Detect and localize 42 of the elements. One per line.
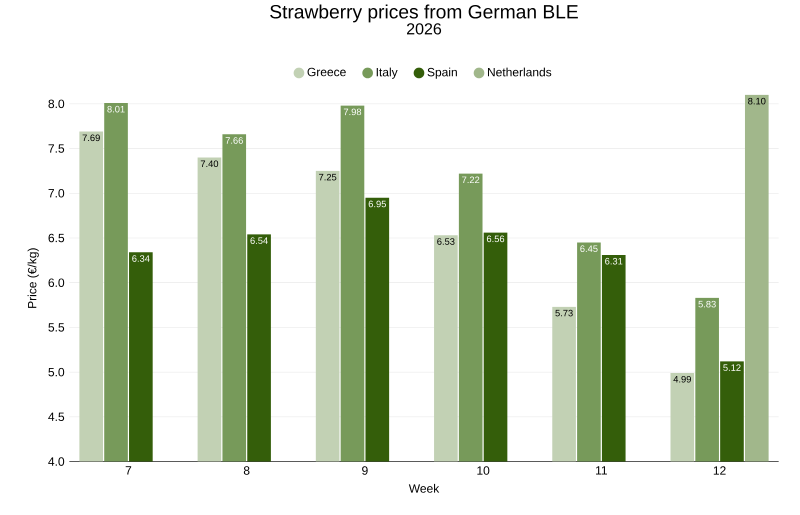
data-label: 5.12 — [723, 364, 741, 371]
data-label: 4.99 — [673, 376, 691, 383]
data-label: 8.01 — [107, 106, 125, 113]
data-label: 6.95 — [368, 200, 386, 208]
x-tick-label: 9 — [362, 466, 368, 475]
legend-label: Greece — [308, 68, 346, 76]
chart-subtitle: 2026 — [406, 23, 442, 35]
legend-label: Spain — [428, 68, 457, 79]
y-tick-label: 6.5 — [48, 234, 64, 242]
data-label: 7.98 — [344, 108, 362, 116]
x-tick-label: 8 — [244, 466, 250, 475]
data-label: 7.66 — [226, 137, 243, 144]
y-tick-label: 5.5 — [48, 323, 64, 332]
legend-label: Netherlands — [488, 68, 552, 76]
data-label: 7.40 — [200, 160, 218, 168]
data-label: 5.73 — [555, 310, 573, 316]
x-tick-label: 12 — [714, 466, 726, 475]
data-label: 6.31 — [605, 258, 622, 265]
data-label: 7.22 — [462, 176, 480, 184]
data-label: 6.56 — [486, 236, 504, 242]
x-tick-label: 7 — [126, 466, 132, 475]
y-axis-title: Price (€/kg) — [28, 248, 39, 308]
x-tick-label: 11 — [596, 466, 607, 475]
x-tick-label: 10 — [477, 466, 490, 475]
data-label: 8.10 — [748, 98, 766, 104]
y-tick-label: 8.0 — [48, 100, 64, 108]
y-tick-label: 7.5 — [48, 144, 64, 153]
y-tick-label: 5.0 — [48, 368, 64, 376]
data-label: 6.54 — [250, 237, 268, 244]
data-label: 6.34 — [132, 255, 150, 262]
x-axis-title: Week — [408, 484, 440, 493]
data-label: 6.53 — [437, 238, 455, 245]
legend-label: Italy — [376, 68, 398, 79]
y-tick-label: 4.0 — [48, 457, 64, 466]
data-label: 7.69 — [82, 134, 100, 142]
data-label: 6.45 — [580, 245, 598, 252]
data-label: 7.25 — [319, 174, 336, 180]
y-tick-label: 7.0 — [48, 189, 64, 198]
chart-title: Strawberry prices from German BLE — [270, 4, 578, 22]
y-tick-label: 4.5 — [48, 412, 64, 422]
y-tick-label: 6.0 — [48, 278, 64, 287]
data-label: 5.83 — [698, 300, 716, 308]
